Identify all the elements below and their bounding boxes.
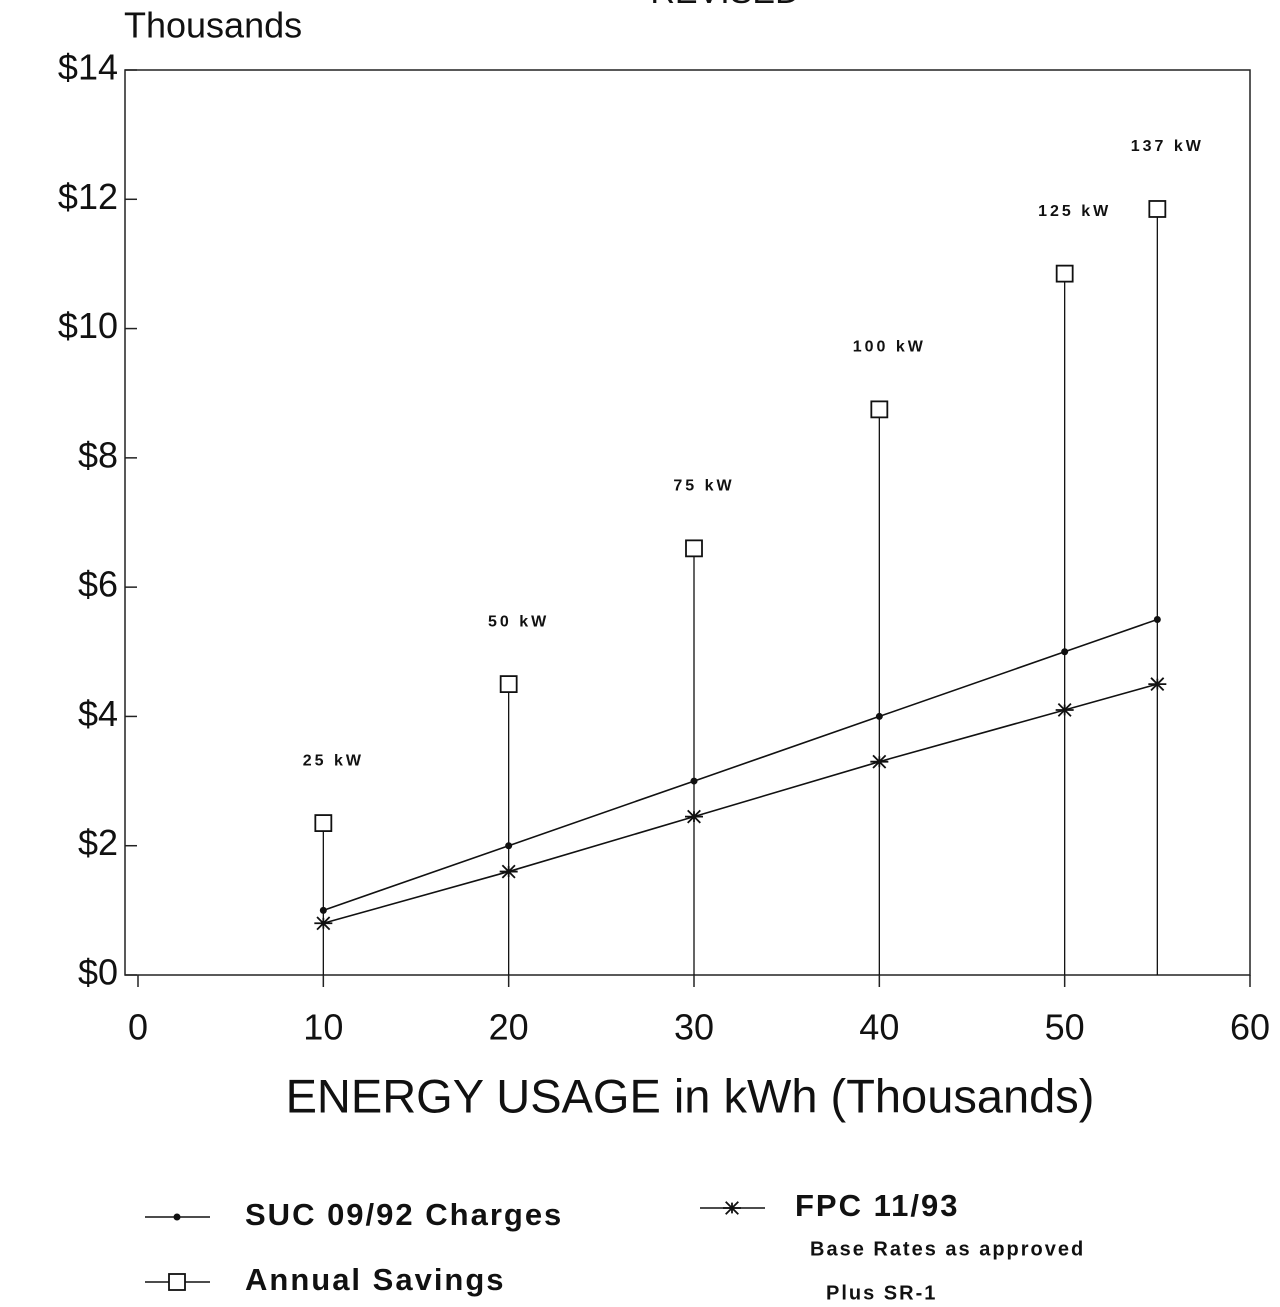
y-tick-label: $12	[58, 176, 118, 217]
point	[685, 809, 703, 824]
legend-label: FPC 11/93	[795, 1188, 959, 1223]
legend-marker	[173, 1213, 181, 1221]
plot-frame	[124, 69, 1251, 976]
note: Plus SR-1	[826, 1282, 937, 1304]
point	[314, 916, 333, 931]
series-line	[323, 683, 1158, 925]
y-tick-label: $4	[78, 693, 118, 734]
y-tick-label: $2	[78, 822, 118, 863]
y-tick-label: $6	[78, 564, 118, 605]
point	[499, 864, 518, 879]
legend-label: SUC 09/92 Charges	[245, 1197, 563, 1232]
point	[1055, 264, 1074, 283]
point	[1148, 200, 1167, 218]
point	[314, 814, 333, 832]
point-label: 75 kW	[673, 478, 734, 495]
y-axis-label: Thousands	[124, 5, 302, 46]
note: Base Rates as approved	[810, 1238, 1085, 1260]
point-label: 125 kW	[1038, 203, 1111, 220]
y-tick-label: $14	[58, 47, 118, 88]
point	[870, 754, 889, 769]
point	[1148, 677, 1167, 692]
x-axis-label: ENERGY USAGE in kWh (Thousands)	[286, 1069, 1095, 1122]
point	[1055, 703, 1074, 717]
legend-marker	[723, 1201, 741, 1215]
x-tick-label: 30	[674, 1007, 714, 1048]
legend-label: Annual Savings	[245, 1262, 506, 1297]
point	[499, 675, 518, 694]
x-tick-label: 50	[1045, 1007, 1085, 1048]
point-label: 100 kW	[853, 339, 926, 356]
x-tick-label: 20	[489, 1007, 529, 1048]
point-label: 137 kW	[1131, 138, 1204, 155]
point	[685, 539, 703, 558]
series-line	[323, 618, 1158, 912]
point	[870, 400, 889, 419]
x-tick-label: 0	[128, 1007, 148, 1048]
y-tick-label: $8	[78, 434, 118, 475]
y-tick-label: $10	[58, 305, 118, 346]
point-label: 25 kW	[303, 752, 364, 769]
point-label: 50 kW	[488, 613, 549, 630]
x-tick-label: 10	[303, 1007, 343, 1048]
x-tick-label: 60	[1230, 1007, 1270, 1048]
x-tick-label: 40	[859, 1007, 899, 1048]
chart-title: REVISED	[650, 0, 799, 11]
y-tick-label: $0	[78, 952, 118, 993]
legend-marker	[168, 1273, 186, 1291]
